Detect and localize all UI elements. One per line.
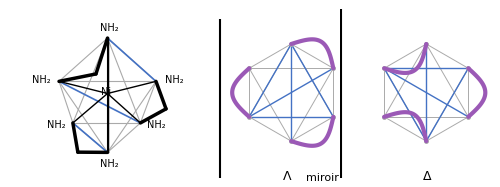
Text: NH₂: NH₂ <box>32 75 50 85</box>
Text: Ni: Ni <box>100 87 111 97</box>
Text: NH₂: NH₂ <box>48 120 66 130</box>
Text: NH₂: NH₂ <box>100 23 118 33</box>
Text: NH₂: NH₂ <box>100 159 118 169</box>
Text: NH₂: NH₂ <box>164 75 184 85</box>
Text: NH₂: NH₂ <box>148 120 166 130</box>
Text: Δ: Δ <box>423 170 432 183</box>
Text: miroir: miroir <box>306 173 339 183</box>
Text: Λ: Λ <box>283 170 292 183</box>
